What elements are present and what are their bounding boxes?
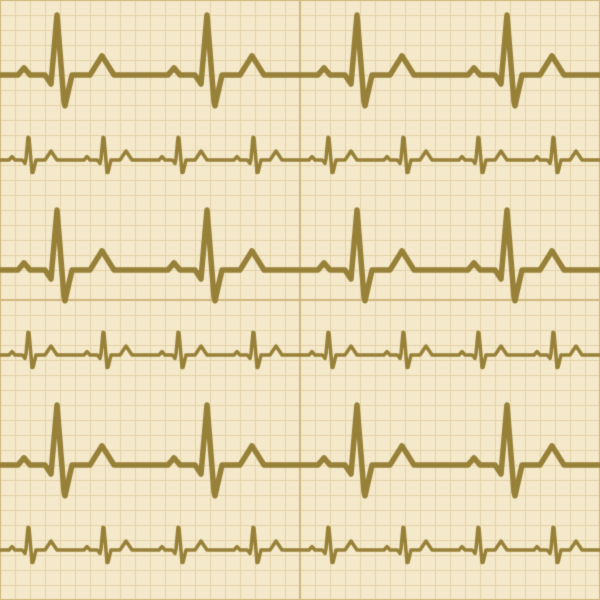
- ecg-pattern: [0, 0, 600, 600]
